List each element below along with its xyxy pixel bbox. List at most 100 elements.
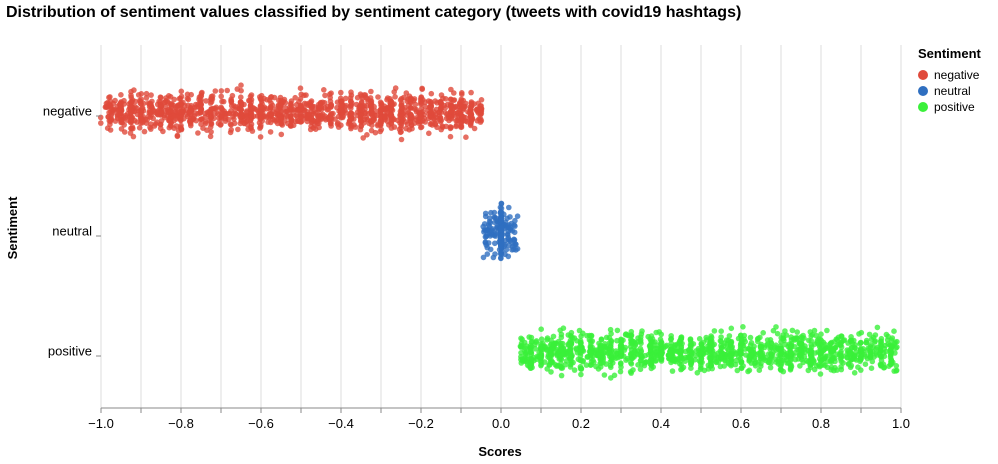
point-negative xyxy=(384,118,391,124)
point-negative xyxy=(235,126,241,133)
point-positive xyxy=(588,362,594,368)
point-negative xyxy=(348,89,354,95)
point-positive xyxy=(796,352,803,358)
point-negative xyxy=(238,82,244,88)
point-positive xyxy=(728,362,734,369)
point-neutral xyxy=(493,215,499,222)
point-negative xyxy=(267,129,274,135)
point-negative xyxy=(145,113,152,119)
point-positive xyxy=(830,348,836,354)
point-positive xyxy=(789,327,796,334)
point-negative xyxy=(297,85,304,91)
point-negative xyxy=(257,96,264,102)
point-negative xyxy=(112,97,118,104)
point-positive xyxy=(768,360,774,366)
point-negative xyxy=(292,94,299,101)
point-positive xyxy=(811,327,818,334)
point-positive xyxy=(738,340,745,347)
point-negative xyxy=(263,106,270,112)
point-positive xyxy=(637,357,644,364)
point-negative xyxy=(219,106,226,113)
point-negative xyxy=(188,91,194,98)
point-positive xyxy=(687,336,694,342)
point-positive xyxy=(588,333,595,339)
point-positive xyxy=(598,360,604,366)
point-negative xyxy=(213,104,220,111)
point-negative xyxy=(218,88,225,94)
point-negative xyxy=(198,121,204,127)
point-neutral xyxy=(487,233,494,239)
point-negative xyxy=(364,132,370,138)
point-positive xyxy=(518,354,524,360)
point-positive xyxy=(756,367,763,374)
point-positive xyxy=(840,337,847,344)
point-negative xyxy=(288,118,295,124)
point-positive xyxy=(598,336,605,343)
point-negative xyxy=(212,110,218,117)
point-negative xyxy=(428,105,434,111)
point-positive xyxy=(568,341,575,348)
point-negative xyxy=(462,100,469,107)
point-positive xyxy=(697,350,704,356)
point-positive xyxy=(648,365,655,372)
point-positive xyxy=(728,325,735,332)
point-negative xyxy=(116,111,122,117)
point-positive xyxy=(770,327,777,334)
x-tick-label: −1.0 xyxy=(88,416,114,431)
legend-item-positive: positive xyxy=(918,99,981,115)
point-negative xyxy=(398,136,405,143)
point-negative xyxy=(143,90,150,97)
point-negative xyxy=(277,114,283,120)
legend: Sentiment negative neutral positive xyxy=(918,46,981,115)
point-negative xyxy=(195,130,201,136)
point-negative xyxy=(321,87,327,93)
point-positive xyxy=(778,345,785,352)
point-negative xyxy=(442,110,449,116)
point-negative xyxy=(334,121,341,127)
point-negative xyxy=(440,95,446,102)
point-negative xyxy=(130,133,137,140)
point-negative xyxy=(447,124,454,130)
point-negative xyxy=(407,111,414,118)
point-positive xyxy=(613,355,619,362)
point-negative xyxy=(322,92,328,99)
point-positive xyxy=(759,350,766,357)
point-negative xyxy=(328,115,334,121)
point-neutral xyxy=(497,209,504,216)
point-positive xyxy=(764,341,771,347)
point-positive xyxy=(816,363,823,370)
point-negative xyxy=(371,103,377,110)
point-negative xyxy=(185,96,192,103)
point-positive xyxy=(533,338,540,344)
point-positive xyxy=(778,366,784,373)
point-positive xyxy=(893,367,900,374)
point-negative xyxy=(128,110,134,116)
point-negative xyxy=(357,91,364,97)
point-positive xyxy=(806,337,812,344)
point-negative xyxy=(282,100,289,106)
point-positive xyxy=(810,356,816,363)
point-negative xyxy=(158,118,165,124)
point-positive xyxy=(747,334,754,341)
point-negative xyxy=(363,103,370,109)
point-negative xyxy=(278,131,285,138)
point-neutral xyxy=(504,231,511,237)
point-positive xyxy=(852,356,858,362)
point-positive xyxy=(778,359,784,366)
point-positive xyxy=(737,349,744,356)
point-positive xyxy=(651,353,658,359)
point-positive xyxy=(657,354,664,360)
point-negative xyxy=(352,124,359,130)
point-positive xyxy=(805,367,812,374)
point-positive xyxy=(628,333,634,340)
legend-swatch-positive xyxy=(918,102,928,112)
point-negative xyxy=(231,116,237,122)
point-negative xyxy=(108,116,114,123)
point-negative xyxy=(418,124,424,131)
point-negative xyxy=(238,102,245,109)
x-tick-label: 0.4 xyxy=(652,416,670,431)
point-positive xyxy=(527,365,534,371)
point-positive xyxy=(701,347,708,353)
point-negative xyxy=(132,104,138,110)
point-positive xyxy=(537,341,544,347)
